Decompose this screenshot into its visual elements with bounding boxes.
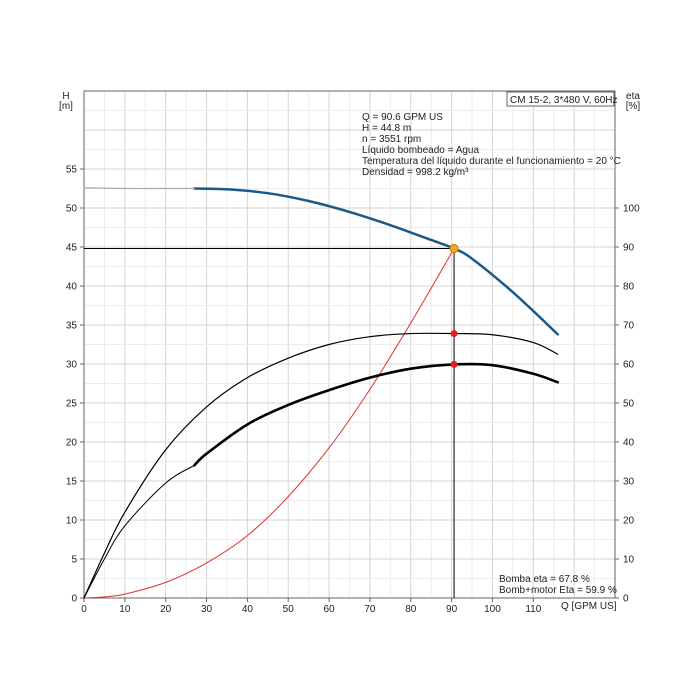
y-left-tick-label: 35 — [66, 321, 78, 332]
duty-point-info: Q = 90.6 GPM USH = 44.8 mn = 3551 rpmLíq… — [362, 112, 621, 178]
x-axis-label: Q [GPM US] — [561, 601, 617, 612]
y-right-tick-label: 90 — [623, 243, 635, 254]
x-tick-label: 90 — [446, 604, 458, 615]
plot-frame — [83, 90, 616, 599]
x-tick-label: 100 — [484, 604, 501, 615]
y-left-tick-label: 45 — [66, 243, 78, 254]
curve-series-5 — [192, 362, 560, 467]
y-right-tick-label: 30 — [623, 477, 635, 488]
y-right-tick-label: 0 — [623, 594, 629, 605]
y-left-tick-label: 30 — [66, 360, 78, 371]
y-left-tick-label: 50 — [66, 204, 78, 215]
y-left-tick-label: 25 — [66, 399, 78, 410]
tick-labels: 0 10 20 30 40 50 60 70 80 90 100 110051015202530354… — [66, 165, 640, 616]
curve-series-0 — [193, 187, 560, 336]
curve-series-1 — [83, 187, 195, 190]
x-tick-label: 20 — [160, 604, 172, 615]
info-line: Q = 90.6 GPM US — [362, 112, 443, 123]
y-right-tick-label: 10 — [623, 555, 635, 566]
duty-point-pump-eta-marker — [450, 330, 458, 338]
x-tick-label: 50 — [283, 604, 295, 615]
grid-lines — [84, 91, 615, 598]
y-right-tick-label: 60 — [623, 360, 635, 371]
duty-point-head-marker — [449, 244, 459, 254]
y-right-axis-label: eta — [626, 91, 640, 102]
y-left-axis-label: H — [62, 91, 69, 102]
curve-series-4 — [83, 464, 195, 599]
efficiency-line: Bomba eta = 67.8 % — [499, 574, 590, 585]
x-tick-label: 0 — [81, 604, 87, 615]
duty-point-total-eta-marker — [450, 360, 458, 368]
efficiency-line: Bomb+motor Eta = 59.9 % — [499, 585, 617, 596]
x-tick-label: 10 — [119, 604, 131, 615]
x-tick-label: 60 — [324, 604, 336, 615]
info-line: n = 3551 rpm — [362, 134, 421, 145]
y-left-axis-unit: [m] — [59, 101, 73, 112]
chart-title-box — [506, 91, 615, 107]
info-line: H = 44.8 m — [362, 123, 411, 134]
efficiency-info: Bomba eta = 67.8 %Bomb+motor Eta = 59.9 … — [499, 574, 617, 596]
curves — [83, 187, 560, 599]
y-left-tick-label: 15 — [66, 477, 78, 488]
x-tick-label: 30 — [201, 604, 213, 615]
duty-point-markers — [449, 244, 459, 368]
curve-series-3 — [83, 332, 559, 599]
info-line: Temperatura del líquido durante el funci… — [362, 156, 621, 167]
y-right-tick-label: 40 — [623, 438, 635, 449]
y-left-tick-label: 55 — [66, 165, 78, 176]
y-right-axis-unit: [%] — [626, 101, 641, 112]
y-right-tick-label: 70 — [623, 321, 635, 332]
y-left-tick-label: 10 — [66, 516, 78, 527]
curve-series-2 — [83, 248, 455, 599]
y-right-tick-label: 50 — [623, 399, 635, 410]
x-tick-label: 40 — [242, 604, 254, 615]
duty-point-reference-lines — [84, 248, 455, 598]
x-tick-label: 70 — [364, 604, 376, 615]
y-left-tick-label: 40 — [66, 282, 78, 293]
info-line: Líquido bombeado = Agua — [362, 145, 479, 156]
y-left-tick-label: 0 — [71, 594, 77, 605]
y-left-tick-label: 5 — [71, 555, 77, 566]
chart-title: CM 15-2, 3*480 V, 60Hz — [510, 95, 617, 106]
info-line: Densidad = 998.2 kg/m³ — [362, 167, 469, 178]
x-tick-label: 110 — [525, 604, 541, 615]
x-tick-label: 80 — [405, 604, 417, 615]
y-left-tick-label: 20 — [66, 438, 78, 449]
y-right-tick-label: 20 — [623, 516, 635, 527]
y-right-tick-label: 80 — [623, 282, 635, 293]
y-right-tick-label: 100 — [623, 204, 640, 215]
